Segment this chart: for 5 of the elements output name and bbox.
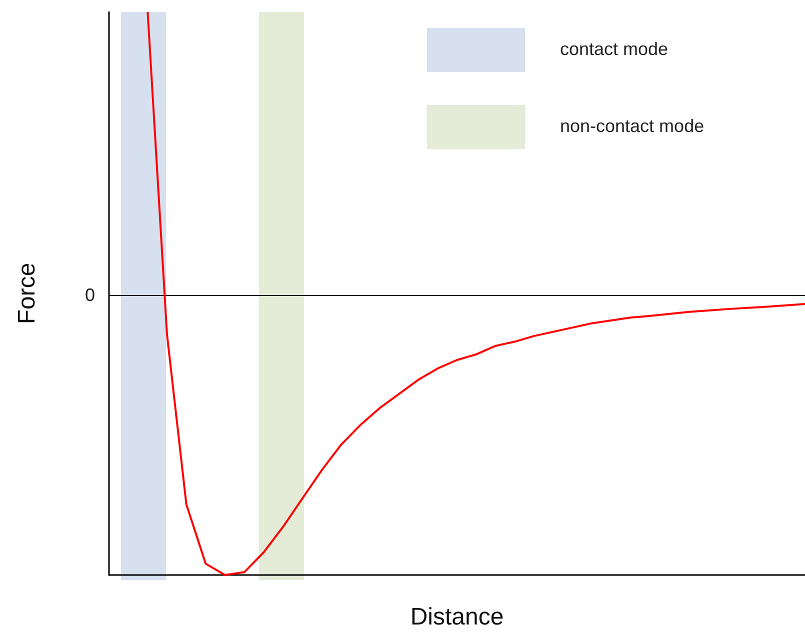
y-axis-title: Force bbox=[14, 262, 40, 324]
ref-line-label: 0 bbox=[84, 284, 95, 305]
annotation: contact mode bbox=[560, 39, 668, 60]
x-axis-title: Distance bbox=[410, 604, 504, 630]
annotation: non-contact mode bbox=[560, 116, 704, 137]
